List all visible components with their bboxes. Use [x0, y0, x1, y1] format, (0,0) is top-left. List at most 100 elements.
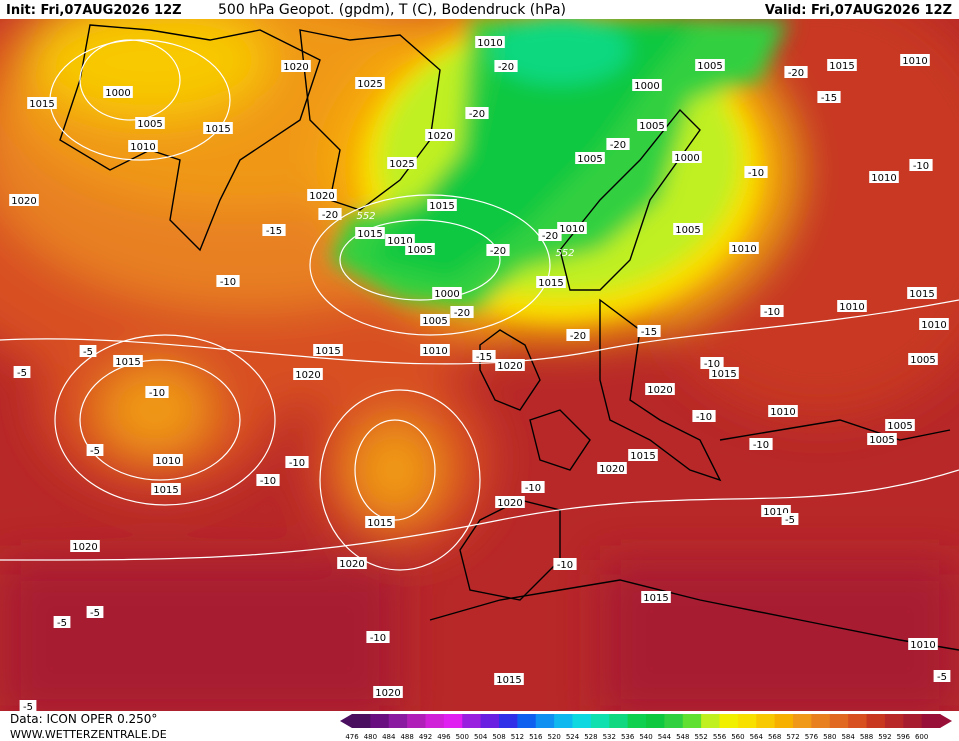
map-label: 1020 [497, 361, 522, 372]
label-box [281, 60, 311, 72]
map-label: 1020 [72, 542, 97, 553]
colorbar-label: 484 [382, 733, 396, 741]
colorbar-label: 476 [345, 733, 359, 741]
colorbar-label: 548 [676, 733, 689, 741]
colorbar-arrow-right [940, 714, 952, 728]
label-box [420, 344, 450, 356]
label-box [472, 350, 496, 362]
label-box [9, 194, 39, 206]
label-box [695, 59, 725, 71]
colorbar-label: 568 [768, 733, 781, 741]
colorbar-label: 520 [547, 733, 560, 741]
map-label: 1020 [283, 62, 308, 73]
colorbar-label: 488 [400, 733, 413, 741]
map-label: 1005 [577, 154, 602, 165]
map-label: 1010 [387, 236, 412, 247]
label-box [405, 243, 435, 255]
label-box [632, 79, 662, 91]
colorbar-swatch [793, 714, 812, 728]
map-label: 1015 [429, 201, 454, 212]
map-label: 1020 [375, 688, 400, 699]
map-label: -5 [83, 347, 93, 358]
label-box [867, 433, 897, 445]
label-box [373, 686, 403, 698]
colorbar-swatch [609, 714, 629, 728]
map-label: -10 [149, 388, 165, 399]
label-box [432, 287, 462, 299]
map-label: 1010 [871, 173, 896, 184]
map-label: -20 [469, 109, 485, 120]
colorbar-label: 576 [805, 733, 819, 741]
label-box [495, 496, 525, 508]
map-label: 1000 [674, 153, 699, 164]
colorbar-swatch [517, 714, 537, 728]
data-source: Data: ICON OPER 0.250° [10, 712, 157, 726]
map-label: 1015 [315, 346, 340, 357]
label-box [70, 540, 100, 552]
map-label: -20 [610, 140, 626, 151]
label-box [486, 244, 510, 256]
colorbar-swatch [627, 714, 647, 728]
label-box [337, 557, 367, 569]
map-label: 1025 [389, 159, 414, 170]
colorbar-swatch [664, 714, 684, 728]
colorbar-label: 508 [492, 733, 505, 741]
label-box [900, 54, 930, 66]
label-box [700, 357, 724, 369]
label-box [86, 444, 104, 456]
label-box [13, 366, 31, 378]
map-label: 1010 [130, 142, 155, 153]
label-box [256, 474, 280, 486]
map-label: 1005 [697, 61, 722, 72]
label-box [606, 138, 630, 150]
colorbar-swatch [884, 714, 904, 728]
map-label: 1005 [407, 245, 432, 256]
label-box [494, 60, 518, 72]
colorbar-label: 588 [860, 733, 873, 741]
map-label: 1015 [909, 289, 934, 300]
map-label: -20 [454, 308, 470, 319]
label-box [366, 631, 390, 643]
label-box [817, 91, 841, 103]
label-box [355, 77, 385, 89]
map-label: 1005 [639, 121, 664, 132]
colorbar-label: 544 [658, 733, 672, 741]
map-label: 552 [555, 248, 574, 259]
label-box [628, 449, 658, 461]
label-box [909, 159, 933, 171]
map-label: 1015 [630, 451, 655, 462]
colorbar-label: 496 [437, 733, 451, 741]
label-box [355, 227, 385, 239]
label-box [673, 223, 703, 235]
label-box [692, 410, 716, 422]
label-box [744, 166, 768, 178]
colorbar-swatch [701, 714, 720, 728]
map-label: -20 [322, 210, 338, 221]
colorbar: 476 480 484 488 492 496 500 504 508 512 516 520 524 5… [340, 714, 952, 741]
map-label: 1020 [497, 498, 522, 509]
init-time: Init: Fri,07AUG2026 12Z [6, 3, 182, 18]
label-box [908, 353, 938, 365]
colorbar-label: 524 [566, 733, 580, 741]
map-label: 1010 [477, 38, 502, 49]
colorbar-label: 560 [731, 733, 744, 741]
map-label: 552 [356, 211, 375, 222]
colorbar-swatch [774, 714, 794, 728]
map-label: 1010 [902, 56, 927, 67]
colorbar-swatch [682, 714, 702, 728]
colorbar-arrow-left [340, 714, 352, 728]
colorbar-label: 600 [915, 733, 928, 741]
label-box [79, 345, 97, 357]
map-label: 1015 [153, 485, 178, 496]
colorbar-label: 504 [474, 733, 488, 741]
map-label: -10 [696, 412, 712, 423]
label-box [285, 456, 309, 468]
label-box [575, 152, 605, 164]
map-label: -10 [557, 560, 573, 571]
colorbar-swatch [443, 714, 463, 728]
label-box [53, 616, 71, 628]
label-box [307, 189, 337, 201]
label-box [672, 151, 702, 163]
map-label: 1010 [763, 507, 788, 518]
map-label: -20 [788, 68, 804, 79]
